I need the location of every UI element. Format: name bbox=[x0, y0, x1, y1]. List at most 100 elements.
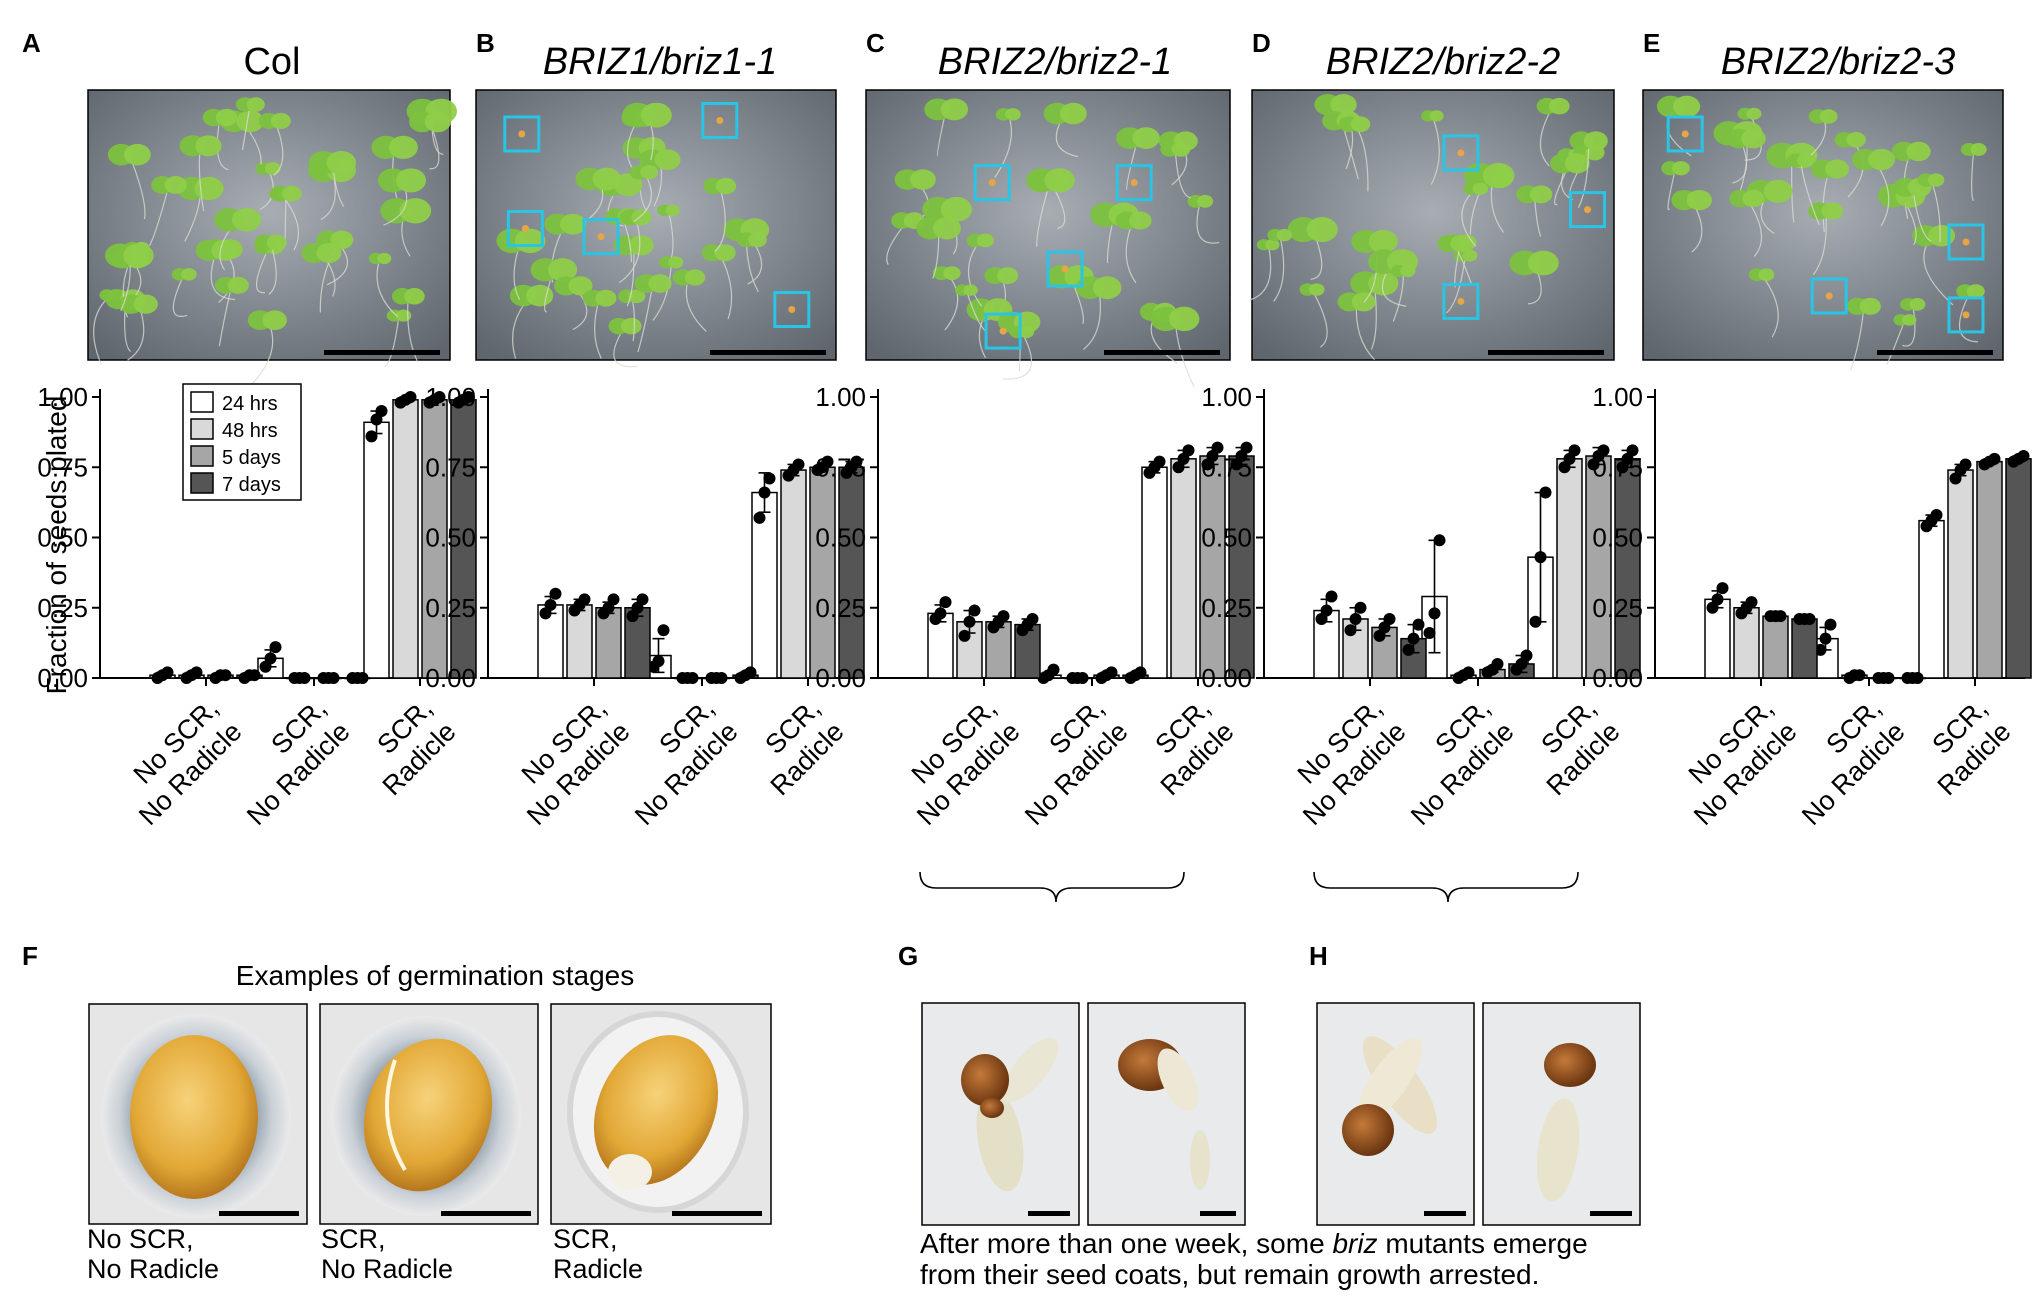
ungerminated-seed bbox=[518, 130, 526, 138]
root bbox=[637, 283, 654, 353]
data-point bbox=[1626, 444, 1639, 457]
data-point bbox=[1824, 618, 1837, 631]
bar bbox=[595, 607, 622, 679]
cotyledon bbox=[377, 252, 392, 265]
data-point bbox=[544, 598, 557, 611]
root bbox=[1958, 291, 1979, 343]
panel-A-title: Col bbox=[243, 41, 300, 83]
legend-label-24hrs: 24 hrs bbox=[222, 393, 278, 415]
data-point bbox=[939, 596, 952, 609]
x-tick-label: SCR,Radicle bbox=[353, 693, 461, 801]
panel-GH-caption-line2: from their seed coats, but remain growth… bbox=[920, 1259, 1539, 1290]
y-tick-label: 0.25 bbox=[1201, 593, 1252, 623]
cotyledon bbox=[326, 150, 356, 175]
data-point bbox=[1711, 593, 1724, 606]
cotyledon bbox=[1902, 314, 1917, 326]
seedling-photo-4 bbox=[1642, 89, 2004, 371]
data-point bbox=[375, 405, 388, 418]
ungerminated-seed bbox=[521, 225, 529, 232]
data-point bbox=[264, 652, 277, 665]
data-point bbox=[1930, 509, 1943, 522]
data-point bbox=[462, 391, 475, 403]
y-tick-label: 0.25 bbox=[1592, 593, 1643, 623]
data-point bbox=[636, 593, 649, 606]
y-tick-label: 0.75 bbox=[1201, 452, 1252, 482]
scale-bar bbox=[219, 1211, 299, 1216]
scale-bar bbox=[441, 1211, 531, 1216]
cotyledon bbox=[715, 177, 737, 195]
data-point bbox=[190, 666, 203, 679]
cotyledon bbox=[548, 258, 578, 282]
x-tick-label: No SCR,No Radicle bbox=[1665, 693, 1803, 831]
data-point bbox=[657, 624, 670, 637]
cotyledon bbox=[1741, 128, 1766, 149]
data-point bbox=[1211, 441, 1224, 454]
data-point bbox=[433, 391, 446, 403]
cotyledon bbox=[1868, 148, 1895, 171]
briz-photo-h2 bbox=[1482, 1002, 1641, 1226]
panel-letter-A: A bbox=[22, 28, 41, 58]
seedling-photo-1 bbox=[475, 89, 837, 368]
data-point bbox=[1134, 666, 1147, 679]
scale-bar bbox=[324, 350, 440, 355]
bar bbox=[1762, 615, 1789, 679]
bar bbox=[838, 466, 865, 679]
bar bbox=[1199, 455, 1226, 679]
cotyledon bbox=[668, 256, 684, 269]
panel-D-title: BRIZ2/briz2-2 bbox=[1326, 41, 1560, 83]
data-point bbox=[2017, 450, 2030, 463]
cotyledon bbox=[1429, 110, 1444, 122]
highlight-box bbox=[503, 115, 541, 153]
data-point bbox=[744, 666, 757, 679]
data-point bbox=[607, 593, 620, 606]
panel-letter-E: E bbox=[1643, 28, 1660, 58]
y-tick-label: 0.00 bbox=[1201, 663, 1252, 693]
bar bbox=[1918, 519, 1945, 679]
bar bbox=[1733, 607, 1760, 679]
cotyledon bbox=[1846, 131, 1866, 148]
bar bbox=[927, 612, 954, 679]
x-tick-label: SCR,Radicle bbox=[741, 693, 849, 801]
cotyledon bbox=[316, 242, 342, 263]
ungerminated-seed bbox=[1962, 238, 1970, 246]
seed-photo-scr-radicle bbox=[550, 1003, 772, 1225]
x-tick-label: SCR,No Radicle bbox=[606, 693, 744, 831]
seedling-photo-3 bbox=[1249, 89, 1615, 361]
cotyledon bbox=[395, 309, 412, 322]
root bbox=[1311, 289, 1328, 348]
data-point bbox=[1240, 441, 1253, 454]
cotyledon bbox=[1928, 224, 1956, 247]
cotyledon bbox=[194, 176, 224, 201]
cotyledon bbox=[1132, 127, 1160, 149]
panel-GH-caption-line1: After more than one week, some briz muta… bbox=[920, 1228, 1588, 1259]
cotyledon bbox=[262, 310, 287, 330]
y-axis-label: Fraction of seeds plated bbox=[41, 396, 72, 695]
cotyledon bbox=[231, 208, 262, 232]
y-tick-label: 0.75 bbox=[1592, 452, 1643, 482]
x-tick-label: No SCR,No Radicle bbox=[110, 693, 248, 831]
data-point bbox=[1539, 486, 1552, 499]
highlight-box bbox=[506, 210, 544, 247]
data-point bbox=[1026, 612, 1039, 625]
scale-bar bbox=[1590, 1211, 1632, 1216]
data-point bbox=[1153, 455, 1166, 468]
data-point bbox=[1076, 672, 1089, 684]
scale-bar bbox=[672, 1211, 762, 1216]
data-point bbox=[1959, 458, 1972, 471]
data-point bbox=[715, 672, 728, 684]
highlight-box bbox=[1666, 115, 1704, 153]
highlight-box bbox=[1046, 250, 1084, 288]
seedling-photo-0 bbox=[87, 89, 457, 389]
y-tick-label: 1.00 bbox=[37, 382, 88, 412]
x-tick-label: SCR,Radicle bbox=[1517, 693, 1625, 801]
cotyledon bbox=[1796, 153, 1815, 168]
panel-letter-H: H bbox=[1309, 941, 1328, 971]
cotyledon bbox=[1746, 107, 1762, 120]
cotyledon bbox=[1400, 264, 1416, 278]
data-point bbox=[1745, 596, 1758, 609]
root bbox=[1577, 140, 1590, 209]
cotyledon bbox=[1472, 182, 1489, 195]
data-point bbox=[1344, 624, 1357, 637]
y-tick-label: 0.25 bbox=[815, 593, 866, 623]
